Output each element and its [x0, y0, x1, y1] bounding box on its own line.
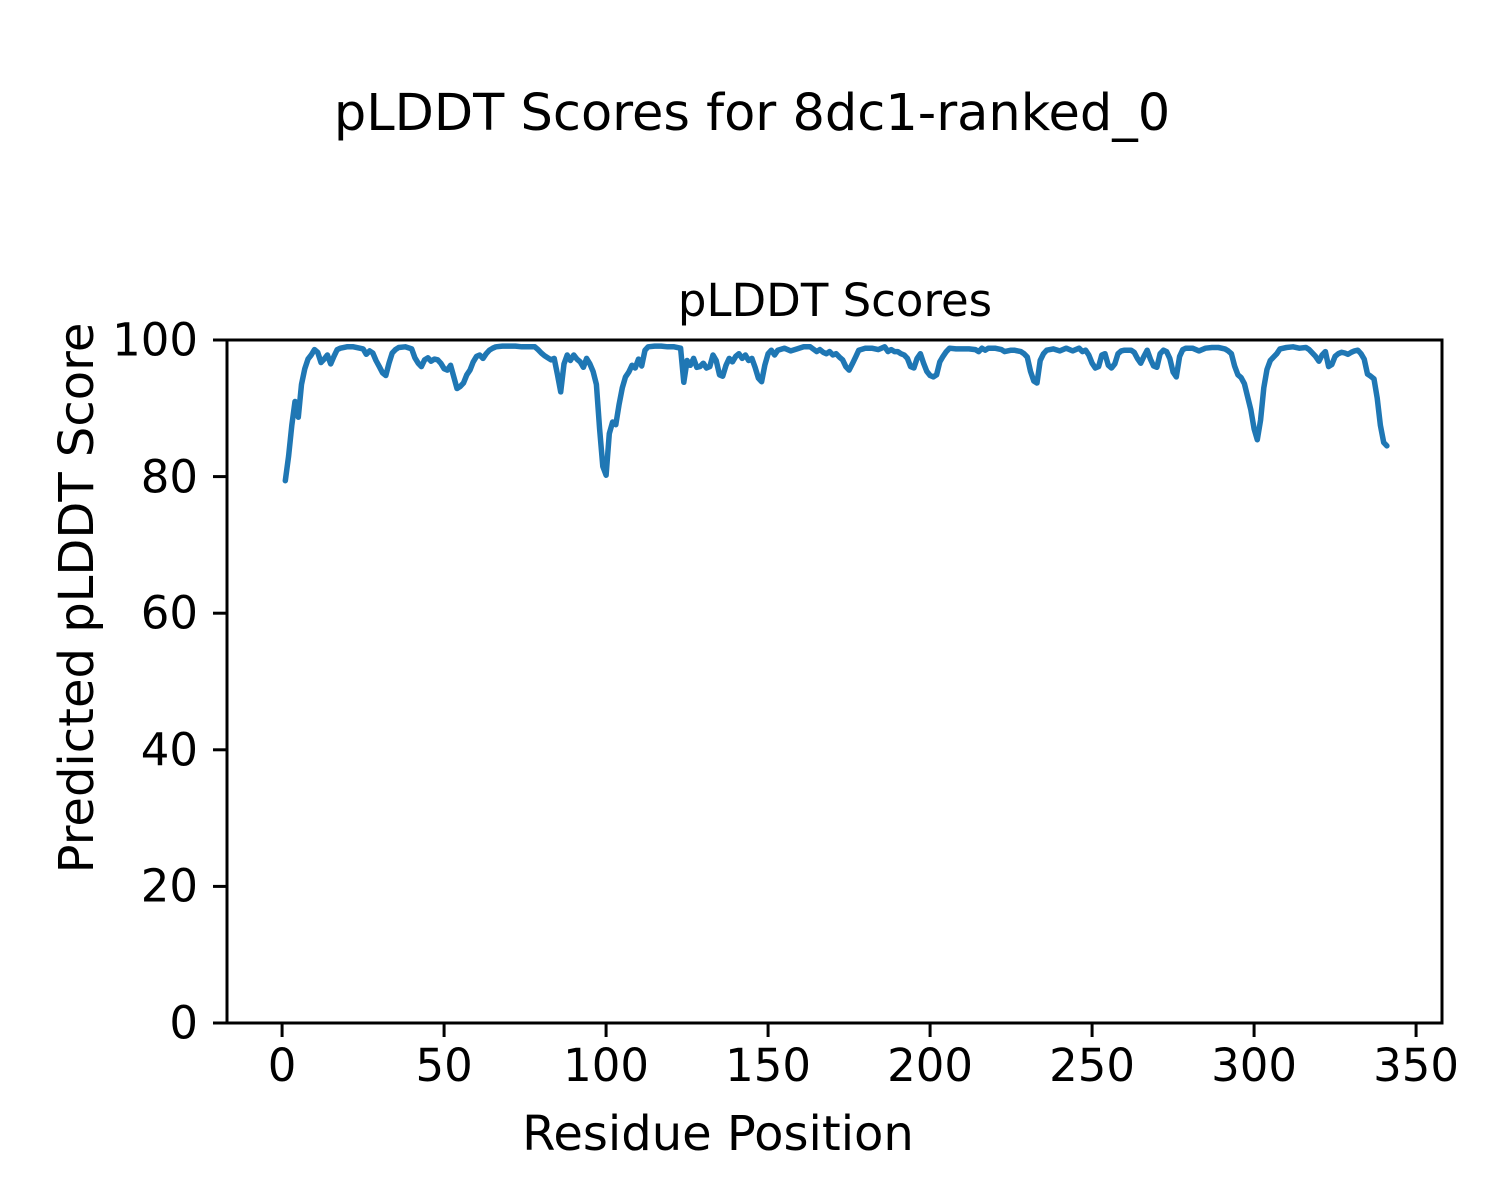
y-tick-label: 0: [169, 996, 198, 1050]
x-tick-label: 50: [415, 1039, 473, 1092]
axes-title: pLDDT Scores: [677, 274, 993, 327]
x-tick-label: 100: [563, 1039, 650, 1092]
y-tick-label: 20: [140, 859, 198, 913]
y-tick-label: 100: [112, 313, 198, 367]
x-tick-label: 350: [1373, 1039, 1460, 1092]
x-tick-label: 0: [267, 1039, 297, 1092]
data-line-plddt: [282, 343, 1390, 484]
axes-frame: [225, 338, 1444, 1025]
x-axis-label: Residue Position: [522, 1106, 914, 1162]
y-axis-label: Predicted pLDDT Score: [49, 322, 105, 874]
y-tick-label: 40: [140, 723, 198, 777]
x-tick-label: 150: [725, 1039, 812, 1092]
x-tick-label: 250: [1049, 1039, 1136, 1092]
y-tick-label: 80: [140, 450, 198, 504]
x-tick-label: 300: [1211, 1039, 1298, 1092]
figure-title: pLDDT Scores for 8dc1-ranked_0: [333, 84, 1171, 143]
x-tick-label: 200: [887, 1039, 974, 1092]
y-tick-label: 60: [140, 586, 198, 640]
